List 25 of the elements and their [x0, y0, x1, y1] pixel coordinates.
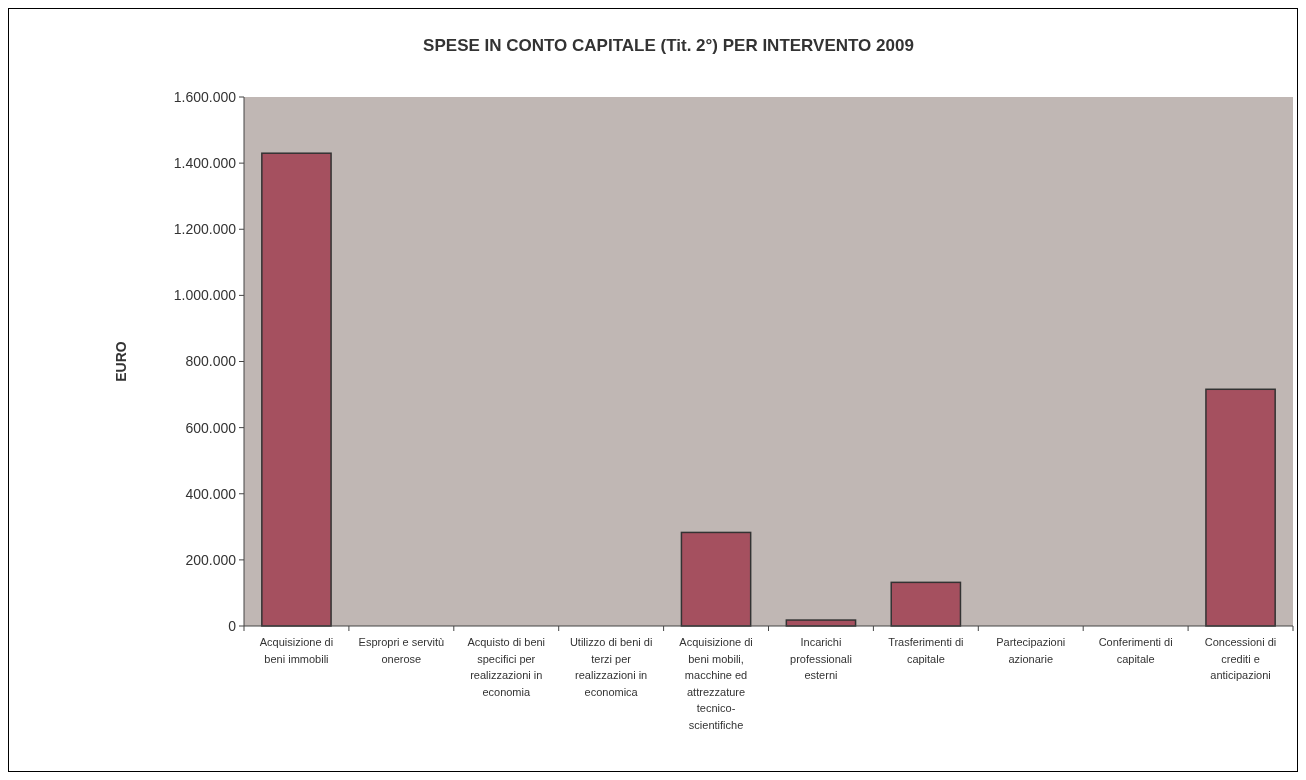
x-tick-label: Incarichi professionali esterni [790, 636, 852, 681]
y-tick-label: 1.400.000 [173, 155, 237, 172]
x-tick-label: Concessioni di crediti e anticipazioni [1204, 636, 1277, 681]
x-tick-label: Conferimenti di capitale [1098, 636, 1173, 665]
y-tick-label: 1.600.000 [173, 88, 237, 105]
x-tick-label: Acquisizione di beni mobili, macchine ed attrezzature tecnico-scientifiche [679, 636, 753, 731]
chart-title: SPESE IN CONTO CAPITALE (Tit. 2°) PER INTERVENTO 2009 [423, 36, 914, 55]
y-tick-label: 1.200.000 [173, 221, 237, 238]
bar [890, 581, 962, 627]
x-tick-label: Acquisto di beni specifici per realizzazioni in economia [467, 636, 546, 698]
x-tick-label: Partecipazioni azionarie [996, 636, 1066, 665]
x-tick-label: Utilizzo di beni di terzi per realizzazioni in economica [569, 636, 653, 698]
y-tick-label: 200.000 [185, 551, 237, 568]
y-axis-title: EURO [113, 341, 129, 382]
y-tick-label: 400.000 [185, 485, 237, 502]
y-tick-label: 600.000 [185, 419, 237, 436]
y-tick-label: 800.000 [185, 353, 237, 370]
bar [680, 531, 752, 627]
x-tick-label: Trasferimenti di capitale [888, 636, 964, 665]
x-tick-label: Acquisizione di beni immobili [259, 636, 334, 665]
x-tick-label: Espropri e servitù onerose [358, 636, 445, 665]
bar [261, 152, 332, 627]
y-tick-label: 1.000.000 [173, 287, 237, 304]
y-tick-label: 0 [228, 617, 237, 634]
bar [1205, 388, 1276, 627]
